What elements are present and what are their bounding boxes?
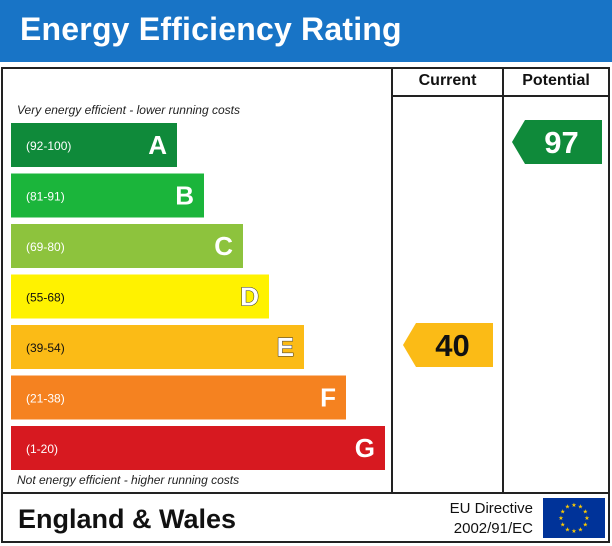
eu-star-icon: ★	[571, 502, 576, 509]
eu-star-icon: ★	[560, 509, 565, 516]
current-rating-value: 40	[435, 328, 469, 363]
band-letter-a: A	[148, 130, 167, 160]
chart-title: Energy Efficiency Rating	[20, 11, 402, 47]
band-letter-c: C	[214, 231, 233, 261]
bottom-note: Not energy efficient - higher running co…	[17, 473, 240, 487]
band-bar-e	[11, 325, 304, 369]
band-range-c: (69-80)	[26, 240, 65, 254]
divider-potential	[502, 67, 504, 493]
divider-current	[391, 67, 393, 493]
region-label: England & Wales	[18, 504, 237, 534]
eu-flag-icon: ★ ★★★★★★★★★★★	[543, 498, 605, 538]
eu-star-icon: ★	[578, 504, 583, 511]
eu-star-icon: ★	[578, 526, 583, 533]
band-bar-f	[11, 375, 346, 420]
top-note: Very energy efficient - lower running co…	[17, 103, 240, 117]
eu-star-icon: ★	[565, 526, 570, 533]
band-bar-d	[11, 274, 269, 319]
column-header-underline	[391, 95, 610, 97]
band-range-f: (21-38)	[26, 392, 65, 406]
eu-star-icon: ★	[560, 522, 565, 529]
band-range-a: (92-100)	[26, 139, 71, 153]
band-letter-b: B	[175, 181, 194, 211]
column-header-potential: Potential	[522, 72, 590, 89]
footer-divider	[1, 492, 610, 494]
rating-frame	[1, 67, 610, 543]
band-letter-g: G	[355, 433, 375, 463]
eu-star-icon: ★	[584, 515, 589, 522]
band-letter-f: F	[320, 383, 336, 413]
eu-star-icon: ★	[583, 509, 588, 516]
current-rating-arrow	[403, 323, 493, 367]
eu-star-icon: ★	[583, 522, 588, 529]
eu-star-icon: ★	[558, 515, 563, 522]
eu-star-icon: ★	[571, 528, 576, 535]
potential-rating-value: 97	[544, 125, 578, 160]
band-range-b: (81-91)	[26, 190, 65, 204]
band-bar-a	[11, 123, 177, 167]
band-letter-d: D	[240, 282, 259, 312]
band-range-g: (1-20)	[26, 442, 58, 456]
band-bar-b	[11, 173, 204, 218]
header-bar: Energy Efficiency Rating	[0, 0, 612, 62]
band-letter-e: E	[277, 332, 294, 362]
potential-rating-arrow	[512, 120, 602, 164]
column-header-current: Current	[418, 72, 477, 89]
directive-line-1: EU Directive	[449, 500, 533, 517]
eu-star-icon: ★	[565, 504, 570, 511]
band-bar-c	[11, 224, 243, 268]
band-bar-g	[11, 426, 385, 470]
band-range-d: (55-68)	[26, 291, 65, 305]
band-range-e: (39-54)	[26, 341, 65, 355]
directive-line-2: 2002/91/EC	[453, 520, 533, 537]
